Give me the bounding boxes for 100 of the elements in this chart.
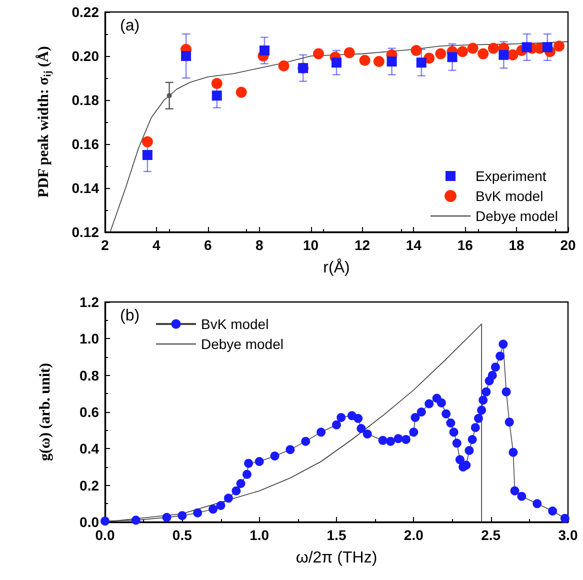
point <box>344 47 355 58</box>
x-tick-label: 18 <box>508 237 525 253</box>
point <box>416 58 426 68</box>
point <box>410 413 420 422</box>
y-tick-label: 0.2 <box>80 477 100 494</box>
point <box>142 150 152 160</box>
point <box>401 435 410 444</box>
x-tick-label: 1.0 <box>250 527 270 543</box>
annotation: (b) <box>120 308 140 324</box>
point <box>424 399 434 408</box>
point <box>457 46 468 58</box>
point <box>435 48 446 60</box>
point <box>442 409 451 418</box>
x-tick-label: 2 <box>101 237 110 253</box>
point <box>236 479 246 488</box>
point <box>522 42 532 52</box>
point <box>224 494 233 503</box>
point <box>436 398 446 408</box>
legend-label: Experiment <box>476 168 546 184</box>
point <box>477 406 486 415</box>
x-tick-label: 8 <box>255 237 264 253</box>
x-tick-label: 10 <box>302 237 319 253</box>
x-tick-label: 4 <box>152 237 161 253</box>
y-tick-label: 0.22 <box>72 4 100 20</box>
point <box>508 448 518 457</box>
point <box>354 414 363 423</box>
x-tick-label: 0.0 <box>95 527 115 543</box>
point <box>181 51 192 61</box>
x-tick-label: 12 <box>354 237 370 253</box>
point <box>446 418 456 428</box>
y-tick-label: 1.0 <box>80 330 100 347</box>
point <box>232 486 241 496</box>
point <box>452 438 462 448</box>
point <box>373 56 384 67</box>
point <box>313 48 324 60</box>
point <box>236 86 247 98</box>
point <box>488 370 497 380</box>
point <box>286 445 295 454</box>
point <box>244 458 254 468</box>
annotation: (a) <box>120 18 140 34</box>
point <box>554 40 564 52</box>
point <box>496 352 505 361</box>
x-tick-label: 20 <box>560 237 576 253</box>
point <box>464 446 474 455</box>
point <box>216 501 226 510</box>
point <box>468 435 477 444</box>
point <box>532 499 542 508</box>
point <box>498 50 509 60</box>
x-tick-label: 16 <box>457 237 474 253</box>
point <box>498 340 508 349</box>
point <box>270 452 280 460</box>
point <box>386 436 396 446</box>
y-tick-label: 0.8 <box>80 367 100 384</box>
legend-label: BvK model <box>476 188 544 204</box>
point <box>488 42 499 54</box>
point <box>359 54 370 66</box>
point <box>490 362 500 372</box>
y-tick-label: 0.14 <box>72 180 100 196</box>
point <box>362 430 372 438</box>
x-axis-title: r(Å) <box>323 258 350 276</box>
x-tick-label: 2.0 <box>404 527 424 543</box>
point <box>336 413 346 422</box>
point <box>254 457 264 466</box>
y-tick-label: 0.18 <box>72 92 100 108</box>
point <box>131 516 140 525</box>
y-axis-title: PDF peak width: σij (Å) <box>35 46 54 198</box>
y-tick-label: 0.20 <box>72 48 100 64</box>
point <box>378 436 388 445</box>
point <box>548 506 558 516</box>
y-tick-label: 0.12 <box>72 224 100 240</box>
point <box>542 42 552 52</box>
legend-label: BvK model <box>201 316 269 332</box>
point <box>242 470 252 479</box>
y-tick-label: 0.0 <box>80 514 100 530</box>
x-tick-label: 6 <box>204 237 212 253</box>
point <box>278 60 290 72</box>
x-tick-label: 14 <box>406 237 422 253</box>
point <box>478 396 488 405</box>
legend-label: Debye model <box>201 336 284 352</box>
legend-label: Debye model <box>476 208 558 224</box>
point <box>449 428 458 437</box>
point <box>416 408 426 416</box>
point <box>502 387 511 396</box>
point <box>332 58 342 68</box>
x-tick-label: 1.5 <box>326 527 346 543</box>
y-tick-label: 0.16 <box>72 136 100 152</box>
point <box>208 504 218 514</box>
point <box>386 56 397 66</box>
point <box>166 93 172 98</box>
point <box>100 516 110 526</box>
point <box>478 48 489 60</box>
point <box>410 45 422 56</box>
line-series <box>110 41 568 232</box>
point <box>470 423 480 432</box>
point <box>142 136 153 148</box>
point <box>301 436 310 446</box>
point <box>212 90 222 101</box>
point <box>517 492 526 501</box>
point <box>409 428 418 437</box>
point <box>467 42 478 54</box>
